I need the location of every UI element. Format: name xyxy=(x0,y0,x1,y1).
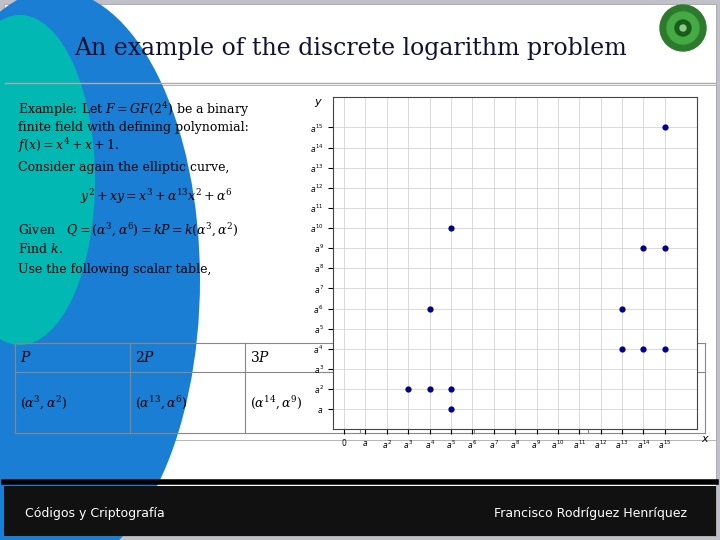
FancyBboxPatch shape xyxy=(4,486,716,536)
Text: Códigos y Criptografía: Códigos y Criptografía xyxy=(25,507,165,519)
Circle shape xyxy=(675,20,691,36)
Point xyxy=(659,123,670,132)
Point xyxy=(659,244,670,253)
Point xyxy=(445,384,456,393)
Point xyxy=(445,224,456,232)
Point xyxy=(424,384,436,393)
Point xyxy=(638,345,649,353)
Text: $(\alpha^{14}, \alpha^9)$: $(\alpha^{14}, \alpha^9)$ xyxy=(250,394,302,411)
Text: Find $k$.: Find $k$. xyxy=(18,242,63,256)
FancyBboxPatch shape xyxy=(4,4,716,536)
Ellipse shape xyxy=(0,0,200,540)
Circle shape xyxy=(667,12,699,44)
Text: $P$: $P$ xyxy=(20,349,32,364)
Text: $y$: $y$ xyxy=(314,97,323,109)
Point xyxy=(616,304,628,313)
Point xyxy=(445,405,456,414)
Text: $5P$: $5P$ xyxy=(479,349,500,364)
Ellipse shape xyxy=(0,15,95,345)
Text: Use the following scalar table,: Use the following scalar table, xyxy=(18,262,212,275)
Point xyxy=(638,244,649,253)
Text: $6P$: $6P$ xyxy=(593,349,613,364)
Text: $y^2 + xy = x^3 + \alpha^{13}x^2 + \alpha^6$: $y^2 + xy = x^3 + \alpha^{13}x^2 + \alph… xyxy=(80,187,233,206)
Text: $3P$: $3P$ xyxy=(250,349,270,364)
Text: Consider again the elliptic curve,: Consider again the elliptic curve, xyxy=(18,160,230,173)
Point xyxy=(424,304,436,313)
Point xyxy=(659,345,670,353)
Text: $(\alpha^3, \alpha^6)$: $(\alpha^3, \alpha^6)$ xyxy=(593,394,640,411)
Text: $(\alpha^{14}, \alpha^4)$: $(\alpha^{14}, \alpha^4)$ xyxy=(365,394,418,411)
Text: $2P$: $2P$ xyxy=(135,349,156,364)
Text: $(\alpha^3, \alpha^2)$: $(\alpha^3, \alpha^2)$ xyxy=(20,394,67,411)
FancyBboxPatch shape xyxy=(4,85,716,440)
Text: $4P$: $4P$ xyxy=(365,349,385,364)
Circle shape xyxy=(680,25,686,31)
Text: Given   $Q = (\alpha^3, \alpha^6) = kP = k(\alpha^3, \alpha^2)$: Given $Q = (\alpha^3, \alpha^6) = kP = k… xyxy=(18,221,239,239)
Text: $(\alpha^{13}, \alpha^{15})$: $(\alpha^{13}, \alpha^{15})$ xyxy=(479,394,537,411)
Text: An example of the discrete logarithm problem: An example of the discrete logarithm pro… xyxy=(73,37,626,59)
Point xyxy=(616,345,628,353)
Text: $f(x)=x^4+x+1$.: $f(x)=x^4+x+1$. xyxy=(18,137,119,156)
Text: Example: Let $F=GF(2^4)$ be a binary: Example: Let $F=GF(2^4)$ be a binary xyxy=(18,100,249,119)
Circle shape xyxy=(660,5,706,51)
Text: $x$: $x$ xyxy=(701,434,710,444)
Point xyxy=(402,384,414,393)
Text: Francisco Rodríguez Henríquez: Francisco Rodríguez Henríquez xyxy=(493,507,686,519)
Text: $(\alpha^{13}, \alpha^6)$: $(\alpha^{13}, \alpha^6)$ xyxy=(135,394,188,411)
Text: finite field with defining polynomial:: finite field with defining polynomial: xyxy=(18,122,248,134)
